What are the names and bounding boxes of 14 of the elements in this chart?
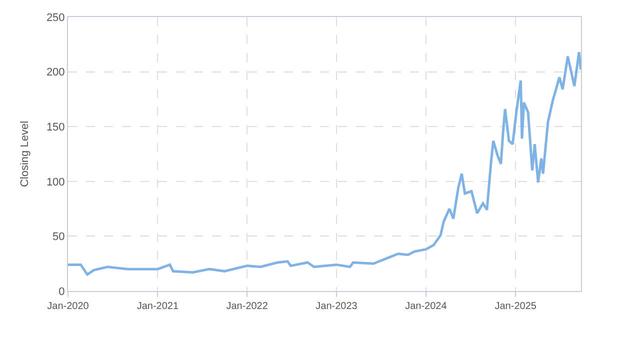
x-tick-label: Jan-2021	[136, 301, 179, 312]
x-tick-label: Jan-2024	[405, 301, 448, 312]
y-tick-label: 200	[46, 66, 65, 79]
x-tick-label: Jan-2020	[47, 301, 90, 312]
y-axis-title: Closing Level	[19, 120, 32, 188]
x-tick-label: Jan-2025	[494, 301, 537, 312]
y-tick-label: 150	[46, 121, 65, 134]
x-tick-label: Jan-2023	[316, 301, 358, 312]
x-tick-label: Jan-2022	[226, 301, 268, 312]
y-tick-label: 250	[46, 12, 65, 24]
y-tick-label: 50	[52, 231, 65, 244]
y-tick-label: 100	[46, 176, 65, 188]
y-tick-label: 0	[58, 286, 65, 298]
line-series	[68, 50, 581, 276]
